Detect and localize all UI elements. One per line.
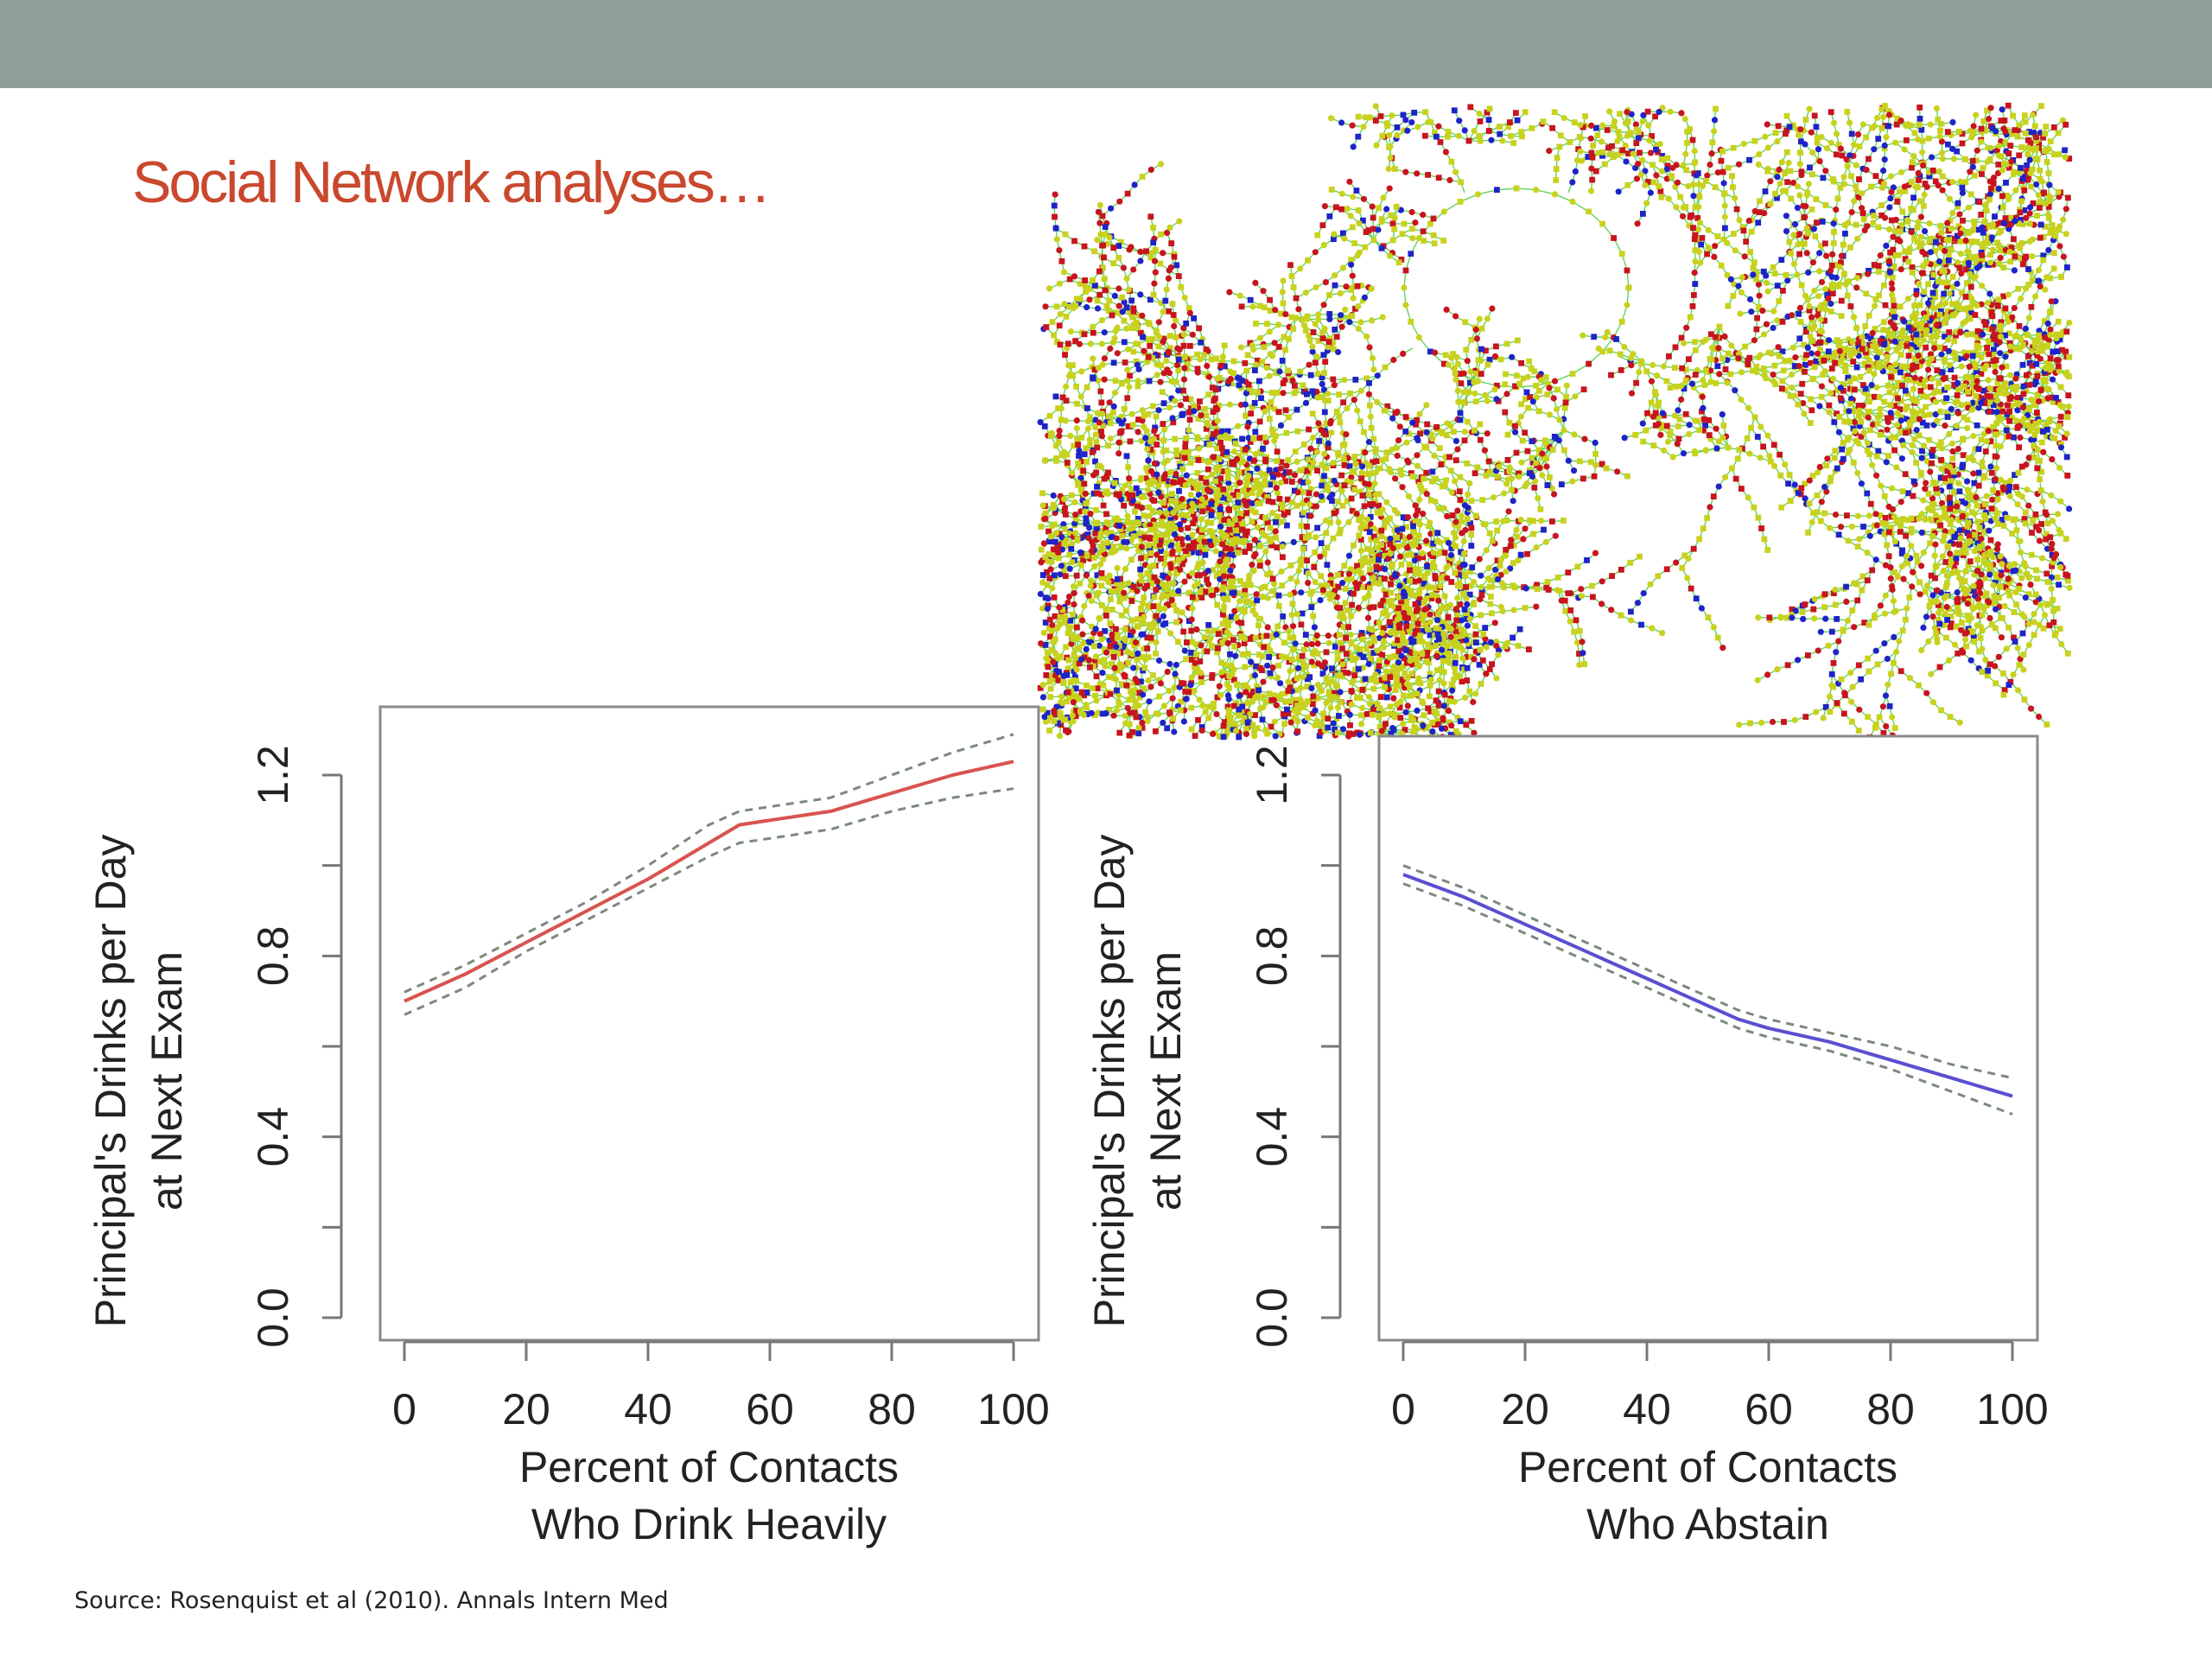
network-link xyxy=(1497,188,1517,191)
network-link xyxy=(1554,372,1573,382)
slide-title: Social Network analyses… xyxy=(132,149,772,215)
header-bar xyxy=(0,0,2212,88)
network-link xyxy=(1478,380,1497,386)
network-link xyxy=(1516,385,1536,388)
network-link xyxy=(1535,189,1555,195)
network-link xyxy=(1478,189,1497,195)
network-link xyxy=(1459,194,1478,203)
network-link xyxy=(1554,194,1573,203)
network-link xyxy=(1516,188,1536,191)
social-network-graph xyxy=(1037,102,2073,741)
